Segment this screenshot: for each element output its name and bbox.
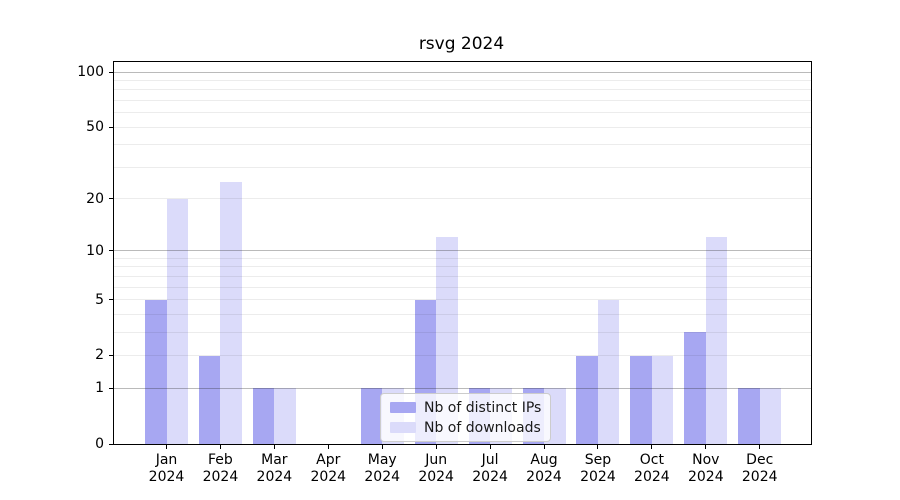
y-tick-label: 1 — [95, 380, 104, 397]
bars-layer — [114, 62, 811, 444]
x-tick-year: 2024 — [526, 469, 562, 485]
x-tick-year: 2024 — [580, 469, 616, 485]
x-tick-label: Oct 2024 — [620, 452, 684, 486]
x-tick-mark — [651, 445, 653, 449]
y-tick-mark — [109, 387, 113, 389]
y-tick-label: 100 — [77, 64, 104, 81]
x-tick-month: Apr — [316, 452, 341, 468]
y-tick-label: 2 — [95, 347, 104, 364]
x-tick-mark — [543, 445, 545, 449]
x-tick-mark — [489, 445, 491, 449]
x-tick-year: 2024 — [256, 469, 293, 485]
y-tick-mark — [109, 443, 113, 445]
x-tick-mark — [381, 445, 383, 449]
legend-label: Nb of downloads — [424, 419, 541, 436]
bar-ips-Nov — [684, 332, 706, 444]
x-tick-label: May 2024 — [350, 452, 414, 486]
x-tick-label: Mar 2024 — [242, 452, 306, 486]
bar-downloads-Mar — [274, 388, 296, 444]
y-tick-label: 10 — [86, 242, 104, 259]
x-tick-month: Jun — [425, 452, 448, 468]
x-tick-year: 2024 — [741, 469, 778, 485]
bar-ips-May — [360, 388, 383, 444]
x-tick-month: May — [367, 452, 397, 468]
x-tick-year: 2024 — [364, 469, 401, 485]
x-tick-year: 2024 — [472, 469, 508, 485]
x-tick-label: Dec 2024 — [728, 452, 792, 486]
x-tick-mark — [327, 445, 329, 449]
legend-swatch-icon — [390, 402, 416, 413]
x-tick-mark — [705, 445, 707, 449]
bar-downloads-Dec — [759, 388, 782, 444]
legend: Nb of distinct IPs Nb of downloads — [380, 393, 552, 442]
x-tick-month: Jan — [155, 452, 178, 468]
y-tick-mark — [109, 354, 113, 356]
y-tick-label: 5 — [95, 291, 104, 308]
y-tick-mark — [109, 198, 113, 200]
bar-downloads-Jan — [166, 198, 188, 444]
x-tick-label: Jan 2024 — [135, 452, 199, 486]
x-tick-month: Oct — [639, 452, 664, 468]
x-tick-month: Feb — [208, 452, 233, 468]
bar-downloads-Feb — [220, 181, 242, 444]
x-tick-label: Nov 2024 — [674, 452, 738, 486]
legend-swatch-icon — [390, 422, 416, 433]
x-tick-mark — [166, 445, 167, 449]
bar-ips-Mar — [252, 388, 275, 444]
x-tick-mark — [759, 445, 761, 449]
x-tick-year: 2024 — [148, 469, 185, 485]
x-tick-year: 2024 — [310, 469, 347, 485]
bar-ips-Feb — [198, 355, 221, 444]
legend-item: Nb of downloads — [390, 419, 541, 436]
bar-ips-Sep — [576, 355, 598, 444]
x-tick-year: 2024 — [634, 469, 670, 485]
legend-label: Nb of distinct IPs — [424, 399, 542, 416]
x-tick-label: Sep 2024 — [566, 452, 630, 486]
x-tick-label: Jul 2024 — [458, 452, 522, 486]
x-tick-year: 2024 — [418, 469, 454, 485]
x-tick-mark — [435, 445, 437, 449]
x-tick-month: Sep — [584, 452, 612, 468]
x-tick-month: Jul — [481, 452, 499, 468]
chart-title: rsvg 2024 — [418, 34, 505, 54]
bar-downloads-Oct — [651, 355, 674, 444]
x-tick-month: Aug — [530, 452, 558, 468]
bar-ips-Dec — [738, 388, 760, 444]
plot-area: Nb of distinct IPs Nb of downloads 0 1 2 5 10… — [77, 61, 812, 485]
y-tick-label: 0 — [95, 436, 104, 452]
x-tick-label: Aug 2024 — [512, 452, 576, 486]
x-tick-year: 2024 — [202, 469, 239, 485]
x-tick-month: Nov — [692, 452, 720, 468]
y-tick-mark — [109, 71, 113, 73]
y-tick-mark — [109, 126, 113, 128]
y-tick-label: 50 — [86, 119, 104, 136]
y-tick-mark — [109, 250, 113, 252]
x-tick-month: Mar — [261, 452, 288, 468]
x-tick-mark — [219, 445, 221, 449]
bar-downloads-Jun — [436, 237, 458, 444]
x-tick-mark — [597, 445, 599, 449]
x-tick-month: Dec — [746, 452, 774, 468]
bar-ips-Oct — [630, 355, 652, 444]
x-tick-label: Feb 2024 — [188, 452, 252, 486]
y-tick-label: 20 — [86, 190, 104, 207]
bar-downloads-Nov — [705, 237, 728, 444]
bar-downloads-Sep — [597, 299, 620, 444]
x-tick-label: Apr 2024 — [296, 452, 360, 486]
x-tick-mark — [273, 445, 275, 449]
x-tick-year: 2024 — [687, 469, 724, 485]
legend-item: Nb of distinct IPs — [390, 399, 541, 416]
bar-ips-Jan — [145, 299, 167, 444]
x-tick-label: Jun 2024 — [404, 452, 468, 486]
y-tick-mark — [109, 299, 113, 301]
